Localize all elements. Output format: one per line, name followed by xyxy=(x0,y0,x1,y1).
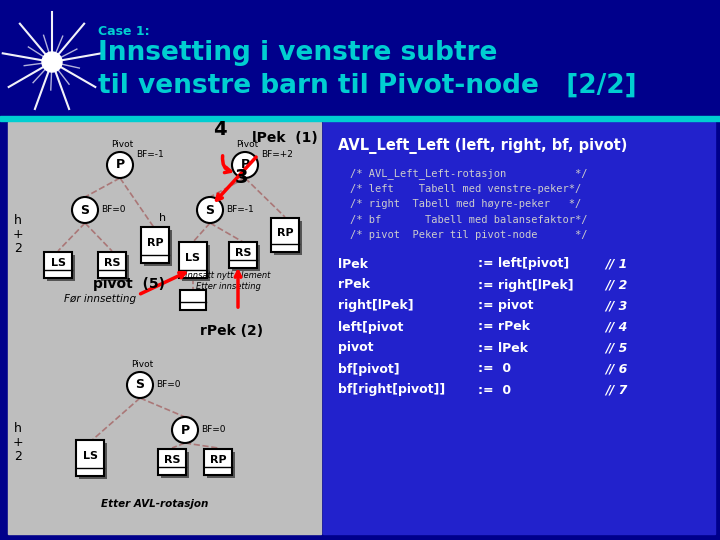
Text: :=  0: := 0 xyxy=(478,362,511,375)
Text: // 6: // 6 xyxy=(605,362,627,375)
Text: AVL_Left_Left (left, right, bf, pivot): AVL_Left_Left (left, right, bf, pivot) xyxy=(338,138,627,154)
Text: Pivot: Pivot xyxy=(111,140,133,149)
Circle shape xyxy=(127,372,153,398)
Text: // 2: // 2 xyxy=(605,279,627,292)
Text: /* left    Tabell med venstre-peker*/: /* left Tabell med venstre-peker*/ xyxy=(350,184,581,193)
Bar xyxy=(158,449,186,475)
Text: Pivot: Pivot xyxy=(236,140,258,149)
Text: BF=0: BF=0 xyxy=(101,205,125,214)
Text: // 1: // 1 xyxy=(605,258,627,271)
Text: := rPek: := rPek xyxy=(478,321,530,334)
Bar xyxy=(144,230,172,266)
Text: lPek  (1): lPek (1) xyxy=(252,131,318,145)
Text: BF=-1: BF=-1 xyxy=(226,205,253,214)
Text: S: S xyxy=(205,204,215,217)
Text: Før innsetting: Før innsetting xyxy=(64,294,136,304)
Text: h
+
2: h + 2 xyxy=(13,422,23,462)
Text: RP: RP xyxy=(210,455,226,465)
Bar xyxy=(101,255,129,281)
Text: 4: 4 xyxy=(213,120,227,139)
Text: Etter innsetting: Etter innsetting xyxy=(196,282,261,291)
Text: RS: RS xyxy=(235,248,251,258)
Text: := lPek: := lPek xyxy=(478,341,528,354)
Bar xyxy=(180,290,206,310)
Circle shape xyxy=(232,152,258,178)
Text: LS: LS xyxy=(186,253,200,263)
Circle shape xyxy=(42,52,62,72)
Text: S: S xyxy=(135,379,145,392)
Text: Innsatt nytt element: Innsatt nytt element xyxy=(185,271,271,280)
Text: BF=-1: BF=-1 xyxy=(136,150,163,159)
Bar xyxy=(182,245,210,281)
Circle shape xyxy=(72,197,98,223)
Text: left[pivot: left[pivot xyxy=(338,321,403,334)
Text: := left[pivot]: := left[pivot] xyxy=(478,258,570,271)
Text: rPek (2): rPek (2) xyxy=(200,324,263,338)
Text: Case 1:: Case 1: xyxy=(98,25,150,38)
Text: :=  0: := 0 xyxy=(478,383,511,396)
Text: RS: RS xyxy=(104,258,120,268)
Text: /* bf       Tabell med balansefaktor*/: /* bf Tabell med balansefaktor*/ xyxy=(350,214,588,225)
Bar xyxy=(141,227,169,263)
Text: BF=+2: BF=+2 xyxy=(261,150,293,159)
Text: LS: LS xyxy=(50,258,66,268)
Bar xyxy=(76,440,104,476)
Bar xyxy=(207,452,235,478)
Bar xyxy=(204,449,232,475)
Circle shape xyxy=(107,152,133,178)
Text: Innsetting i venstre subtre: Innsetting i venstre subtre xyxy=(98,40,498,66)
Text: P: P xyxy=(115,159,125,172)
Text: bf[right[pivot]]: bf[right[pivot]] xyxy=(338,383,445,396)
Text: P: P xyxy=(181,423,189,436)
Text: LS: LS xyxy=(83,451,97,461)
Bar xyxy=(44,252,72,278)
Text: Pivot: Pivot xyxy=(131,360,153,369)
Circle shape xyxy=(172,417,198,443)
Text: bf[pivot]: bf[pivot] xyxy=(338,362,400,375)
Text: // 4: // 4 xyxy=(605,321,627,334)
Bar xyxy=(274,221,302,255)
Text: h
+
2: h + 2 xyxy=(13,214,23,255)
Circle shape xyxy=(197,197,223,223)
Bar xyxy=(179,242,207,278)
Text: S: S xyxy=(81,204,89,217)
Bar xyxy=(232,245,260,271)
Text: /* pivot  Peker til pivot-node      */: /* pivot Peker til pivot-node */ xyxy=(350,230,588,240)
Text: := pivot: := pivot xyxy=(478,300,534,313)
Text: RP: RP xyxy=(147,238,163,248)
Text: right[lPek]: right[lPek] xyxy=(338,300,413,313)
Bar xyxy=(8,122,321,534)
Text: til venstre barn til Pivot-node   [2/2]: til venstre barn til Pivot-node [2/2] xyxy=(98,73,636,99)
Text: 3: 3 xyxy=(235,168,248,187)
Text: BF=0: BF=0 xyxy=(156,380,181,389)
Text: pivot: pivot xyxy=(338,341,374,354)
Bar xyxy=(229,242,257,268)
Text: RS: RS xyxy=(163,455,180,465)
Text: lPek: lPek xyxy=(338,258,368,271)
Text: Etter AVL-rotasjon: Etter AVL-rotasjon xyxy=(102,499,209,509)
Bar xyxy=(47,255,75,281)
Bar xyxy=(161,452,189,478)
Text: BF=0: BF=0 xyxy=(201,425,225,434)
Bar xyxy=(323,122,715,534)
Text: // 3: // 3 xyxy=(605,300,627,313)
Text: /* AVL_Left_Left-rotasjon           */: /* AVL_Left_Left-rotasjon */ xyxy=(350,168,588,179)
Bar xyxy=(0,116,720,121)
Bar xyxy=(79,443,107,479)
Text: /* right  Tabell med høyre-peker   */: /* right Tabell med høyre-peker */ xyxy=(350,199,581,209)
Text: RP: RP xyxy=(276,228,293,238)
Text: rPek: rPek xyxy=(338,279,370,292)
Text: := right[lPek]: := right[lPek] xyxy=(478,279,574,292)
Text: pivot  (5): pivot (5) xyxy=(93,277,165,291)
Text: h: h xyxy=(159,213,166,223)
Bar xyxy=(271,218,299,252)
Text: P: P xyxy=(240,159,250,172)
Bar xyxy=(98,252,126,278)
Text: // 5: // 5 xyxy=(605,341,627,354)
Text: // 7: // 7 xyxy=(605,383,627,396)
